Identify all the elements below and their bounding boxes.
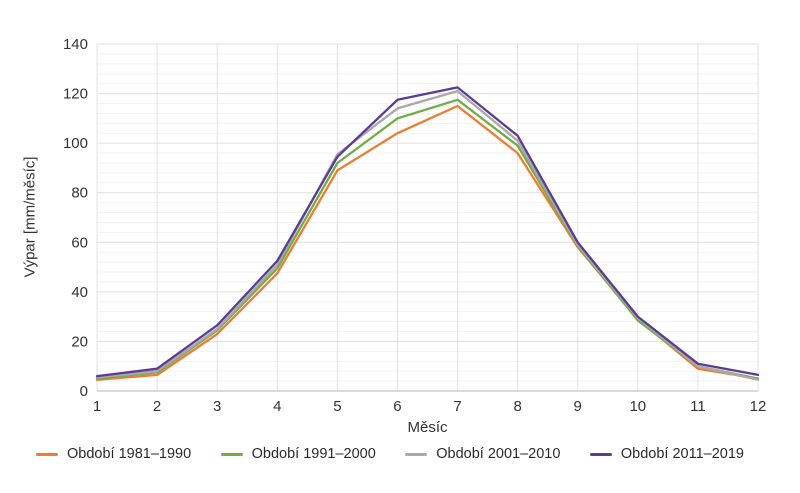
y-tick-label: 40 xyxy=(71,284,88,301)
y-tick-label: 120 xyxy=(63,86,88,103)
y-tick-label: 80 xyxy=(71,185,88,202)
legend-item: Období 2011–2019 xyxy=(589,446,744,462)
x-tick-label: 10 xyxy=(629,398,646,415)
x-tick-label: 7 xyxy=(453,398,461,415)
legend: Období 1981–1990 Období 1991–2000 Období 2… xyxy=(36,446,744,462)
x-tick-label: 1 xyxy=(93,398,101,415)
series-line xyxy=(95,104,760,381)
legend-item: Období 1981–1990 xyxy=(36,446,191,462)
x-tick-label: 3 xyxy=(213,398,221,415)
y-tick-label: 60 xyxy=(71,234,88,251)
y-tick-label: 0 xyxy=(80,383,88,400)
x-tick-label: 9 xyxy=(574,398,582,415)
legend-label: Období 1981–1990 xyxy=(67,446,192,462)
series-line xyxy=(95,89,760,381)
legend-label: Období 2001–2010 xyxy=(436,446,561,462)
x-axis-title: Měsíc xyxy=(407,419,448,436)
legend-label: Období 2011–2019 xyxy=(620,446,744,462)
legend-swatch xyxy=(36,452,58,456)
x-tick-label: 11 xyxy=(690,398,706,415)
y-tick-label: 100 xyxy=(63,135,88,152)
x-tick-label: 4 xyxy=(273,398,281,415)
x-tick-label: 8 xyxy=(513,398,521,415)
x-tick-label: 6 xyxy=(393,398,401,415)
series-line xyxy=(95,98,760,380)
y-axis-title: Výpar [mm/měsíc] xyxy=(21,156,39,278)
legend-swatch xyxy=(589,452,612,456)
x-tick-label: 5 xyxy=(333,398,341,415)
series-line xyxy=(95,86,760,378)
legend-item: Období 2001–2010 xyxy=(405,446,560,462)
legend-label: Období 1991–2000 xyxy=(251,446,376,462)
x-tick-label: 2 xyxy=(153,398,161,415)
y-tick-label: 20 xyxy=(71,333,88,350)
x-tick-label: 12 xyxy=(750,398,767,415)
y-tick-label: 140 xyxy=(63,36,88,53)
legend-swatch xyxy=(220,452,243,456)
legend-item: Období 1991–2000 xyxy=(220,446,376,462)
legend-swatch xyxy=(405,452,428,456)
